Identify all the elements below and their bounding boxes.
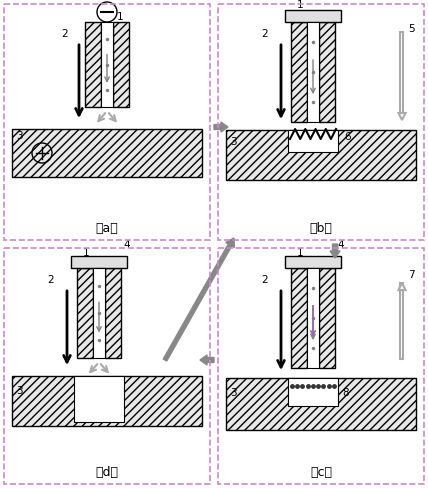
Bar (285, 10, 341, 22)
Bar (401, 283, 404, 359)
Text: 1: 1 (83, 248, 89, 258)
Text: 2: 2 (261, 29, 268, 39)
Bar (85, 22, 101, 107)
Bar (401, 32, 404, 113)
Polygon shape (398, 283, 405, 290)
Text: 3: 3 (230, 137, 237, 147)
Text: （b）: （b） (309, 222, 333, 235)
Bar (307, 268, 319, 368)
FancyArrow shape (200, 355, 214, 365)
Bar (93, 268, 105, 358)
Text: 4: 4 (337, 0, 344, 2)
Bar (77, 268, 93, 358)
Bar (291, 22, 307, 122)
Text: （d）: （d） (95, 466, 119, 479)
Bar (4, 4, 210, 240)
FancyArrow shape (214, 122, 228, 132)
Bar (105, 268, 121, 358)
Text: 1: 1 (297, 248, 303, 258)
Bar (71, 256, 127, 268)
Bar (218, 4, 424, 240)
Text: 1: 1 (297, 0, 303, 10)
Bar (226, 130, 416, 180)
Text: 6: 6 (344, 132, 351, 142)
Text: 1: 1 (117, 12, 124, 22)
Text: 4: 4 (337, 240, 344, 250)
Text: 2: 2 (47, 275, 54, 285)
Bar (218, 248, 424, 484)
Polygon shape (398, 113, 405, 120)
Bar (288, 130, 338, 152)
Text: 3: 3 (16, 131, 23, 141)
Bar (12, 129, 202, 177)
Text: 4: 4 (123, 240, 130, 250)
FancyArrow shape (330, 244, 340, 258)
Bar (288, 378, 338, 406)
Bar (74, 376, 124, 422)
Bar (319, 22, 335, 122)
Bar (226, 378, 416, 430)
Text: 7: 7 (408, 270, 415, 280)
Text: 8: 8 (342, 388, 349, 398)
FancyArrow shape (163, 238, 235, 361)
Bar (12, 376, 202, 426)
Bar (101, 22, 113, 107)
Bar (307, 22, 319, 122)
Text: 3: 3 (16, 386, 23, 396)
Text: 5: 5 (408, 24, 415, 34)
Bar (4, 248, 210, 484)
Text: 3: 3 (230, 388, 237, 398)
Bar (113, 22, 129, 107)
Bar (291, 268, 307, 368)
Bar (285, 256, 341, 268)
Text: 2: 2 (261, 275, 268, 285)
Text: （c）: （c） (310, 466, 332, 479)
Bar (319, 268, 335, 368)
Text: （a）: （a） (95, 222, 119, 235)
Text: 2: 2 (61, 29, 68, 39)
